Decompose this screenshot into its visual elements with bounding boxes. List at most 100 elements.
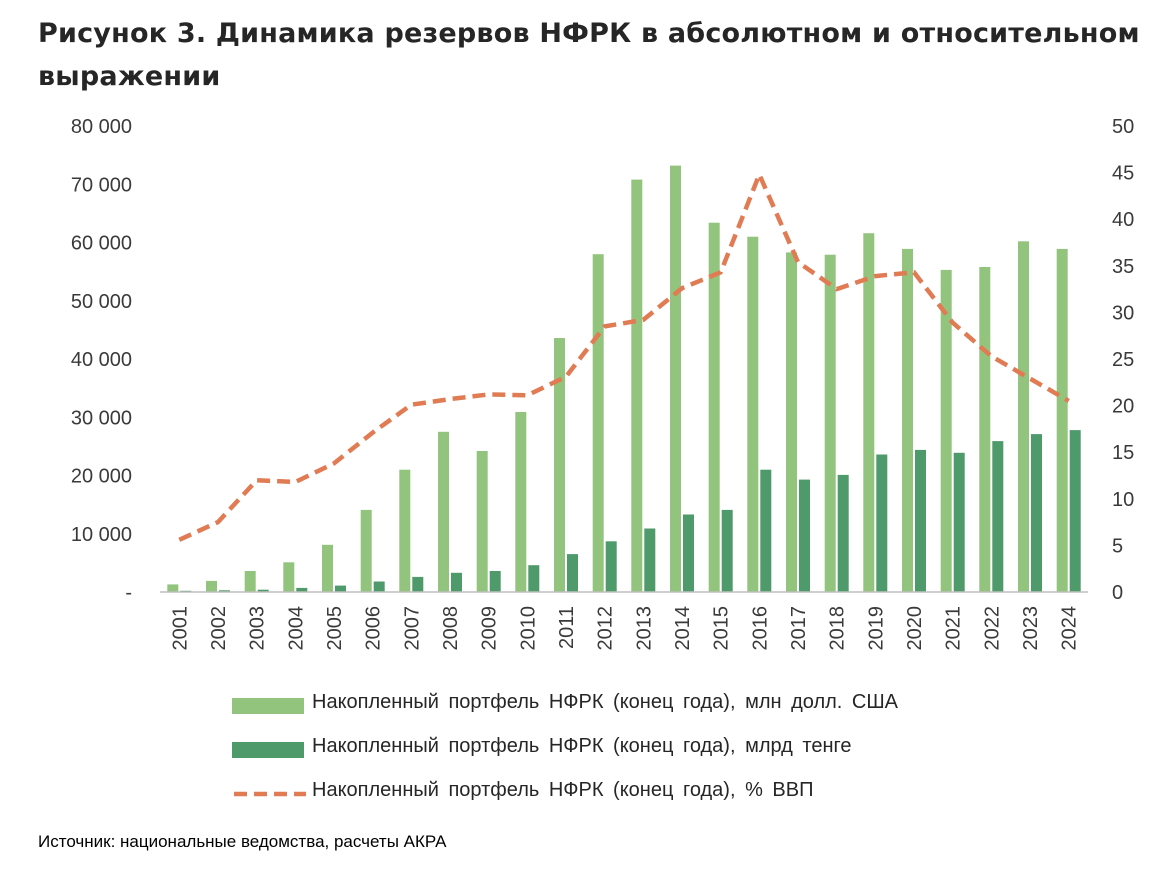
y-right-tick-label: 50 [1112, 116, 1134, 138]
y-left-tick-label: 50 000 [71, 291, 132, 313]
y-right-tick-label: 15 [1112, 442, 1134, 464]
bar-kzt-2011 [567, 554, 578, 592]
x-tick-label: 2019 [865, 606, 887, 651]
x-tick-label: 2017 [788, 606, 810, 651]
bar-usd-2021 [940, 269, 952, 592]
bar-kzt-2018 [837, 474, 849, 592]
chart-area: - 10 000 20 000 30 000 40 000 50 000 60 000 70 … [71, 116, 1134, 651]
bar-kzt-2010 [528, 565, 540, 592]
x-tick-label: 2015 [711, 606, 733, 651]
x-axis: 2001 2002 2003 2004 2005 2006 2007 2008 2009 2010… [169, 606, 1080, 651]
bar-kzt-2020 [915, 449, 926, 592]
line-layer [178, 172, 1070, 542]
y-right-tick-label: 45 [1112, 163, 1134, 185]
line-gdp-share [178, 172, 1070, 542]
bar-usd-2011 [554, 338, 565, 592]
source-note: Источник: национальные ведомства, расчет… [38, 832, 447, 851]
bar-usd-2012 [592, 254, 604, 592]
y-left-tick-label: 40 000 [71, 349, 132, 371]
x-tick-label: 2024 [1059, 606, 1081, 651]
y-left-tick-label: - [125, 582, 132, 604]
x-tick-label: 2014 [672, 606, 694, 651]
y-right-tick-label: 40 [1112, 209, 1134, 231]
bar-kzt-2024 [1069, 430, 1081, 592]
bar-usd-2010 [515, 412, 527, 592]
bar-kzt-2016 [760, 469, 772, 592]
bar-usd-2006 [360, 509, 372, 592]
legend-label-usd: Накопленный портфель НФРК (конец года), … [312, 691, 899, 713]
x-tick-label: 2001 [169, 606, 191, 651]
bar-kzt-2004 [296, 587, 308, 592]
bar-kzt-2005 [335, 585, 346, 592]
bar-usd-2009 [476, 451, 488, 592]
x-tick-label: 2013 [633, 606, 655, 651]
x-tick-label: 2023 [1020, 606, 1042, 651]
y-left-tick-label: 70 000 [71, 174, 132, 196]
legend-label-gdp: Накопленный портфель НФРК (конец года), … [312, 779, 814, 801]
chart-title: Рисунок 3. Динамика резервов НФРК в абсо… [38, 18, 1140, 92]
x-tick-label: 2007 [401, 606, 423, 651]
bar-usd-2020 [902, 248, 913, 592]
bar-kzt-2002 [219, 590, 230, 592]
bar-kzt-2019 [876, 454, 888, 592]
bar-kzt-2009 [489, 571, 501, 592]
x-tick-label: 2008 [440, 606, 462, 651]
y-right-tick-label: 10 [1112, 489, 1134, 511]
y-right-tick-label: 0 [1112, 582, 1123, 604]
bar-kzt-2015 [721, 509, 733, 592]
bar-usd-2019 [863, 233, 875, 592]
bar-usd-2024 [1056, 248, 1068, 592]
y-right-tick-label: 25 [1112, 349, 1134, 371]
bar-kzt-2006 [373, 581, 385, 592]
bar-kzt-2007 [412, 576, 424, 592]
bar-usd-2003 [244, 571, 256, 592]
y-left-tick-label: 10 000 [71, 524, 132, 546]
x-tick-label: 2022 [981, 606, 1003, 651]
y-left-tick-label: 30 000 [71, 407, 132, 429]
right-y-axis: 0 5 10 15 20 25 30 35 40 45 50 [1112, 116, 1134, 604]
x-tick-label: 2002 [208, 606, 230, 651]
bar-usd-2002 [206, 580, 217, 592]
x-tick-label: 2005 [324, 606, 346, 651]
x-tick-label: 2011 [556, 606, 578, 649]
y-right-tick-label: 35 [1112, 256, 1134, 278]
legend-swatch-usd [232, 698, 304, 714]
x-tick-label: 2009 [479, 606, 501, 651]
bar-kzt-2003 [257, 589, 269, 592]
y-left-tick-label: 20 000 [71, 466, 132, 488]
bar-kzt-2021 [953, 452, 965, 592]
bar-usd-2022 [979, 267, 991, 592]
bar-kzt-2017 [799, 479, 810, 592]
bar-usd-2004 [283, 562, 295, 592]
legend-swatch-kzt [232, 742, 304, 758]
bar-kzt-2008 [451, 572, 462, 592]
bar-kzt-2013 [644, 528, 656, 592]
bar-kzt-2014 [683, 514, 694, 592]
y-right-tick-label: 30 [1112, 302, 1134, 324]
legend-label-kzt: Накопленный портфель НФРК (конец года), … [312, 735, 852, 757]
bar-usd-2014 [670, 165, 681, 592]
y-left-tick-label: 80 000 [71, 116, 132, 138]
y-right-tick-label: 5 [1112, 535, 1123, 557]
x-tick-label: 2004 [285, 606, 307, 651]
legend-swatch-gdp [234, 791, 306, 797]
bar-usd-2005 [322, 544, 333, 592]
bar-kzt-2012 [605, 541, 617, 592]
bar-kzt-2022 [992, 441, 1004, 592]
bar-usd-2023 [1018, 241, 1029, 593]
x-tick-label: 2012 [595, 606, 617, 651]
y-left-tick-label: 60 000 [71, 233, 132, 255]
bar-layer [167, 165, 1081, 593]
x-tick-label: 2020 [904, 606, 926, 651]
left-y-axis: - 10 000 20 000 30 000 40 000 50 000 60 000 70 … [71, 116, 132, 604]
bar-usd-2017 [786, 252, 797, 592]
x-tick-label: 2006 [363, 606, 385, 651]
bar-usd-2007 [399, 469, 411, 592]
x-tick-label: 2016 [749, 606, 771, 651]
x-tick-label: 2021 [943, 606, 965, 651]
x-tick-label: 2003 [247, 606, 269, 651]
bar-usd-2018 [824, 254, 836, 592]
bar-kzt-2023 [1031, 434, 1042, 592]
x-tick-label: 2010 [517, 606, 539, 651]
y-right-tick-label: 20 [1112, 396, 1134, 418]
